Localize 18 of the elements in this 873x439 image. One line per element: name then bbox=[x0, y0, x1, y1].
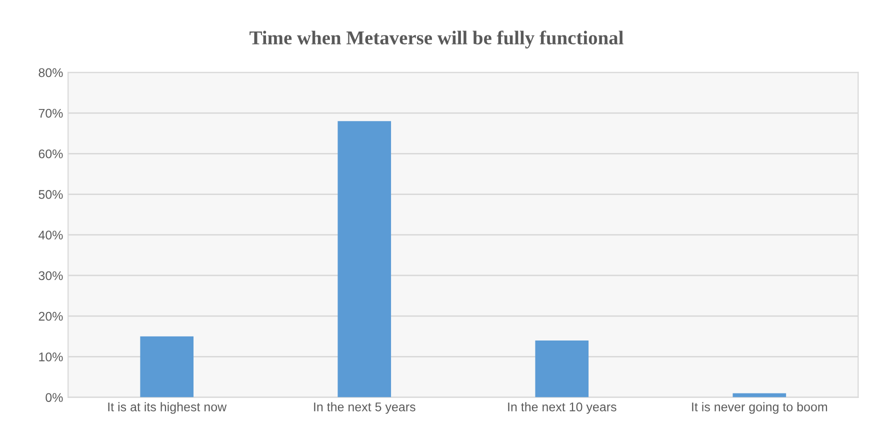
y-tick-label: 40% bbox=[38, 230, 63, 240]
x-tick-label: It is never going to boom bbox=[692, 402, 828, 414]
x-tick-label: In the next 5 years bbox=[314, 402, 416, 414]
y-tick-label: 30% bbox=[38, 271, 63, 280]
x-tick-label: In the next 10 years bbox=[508, 402, 616, 414]
y-tick-label: 10% bbox=[39, 352, 63, 362]
y-tick-label: 70% bbox=[38, 108, 63, 118]
y-tick-label: 80% bbox=[38, 68, 63, 78]
y-tick-label: 60% bbox=[38, 149, 63, 158]
bar bbox=[732, 393, 786, 398]
bar bbox=[535, 340, 589, 398]
bar bbox=[140, 336, 194, 398]
y-tick-label: 20% bbox=[38, 312, 63, 321]
bar bbox=[338, 121, 392, 398]
y-tick-label: 0% bbox=[46, 393, 63, 402]
x-tick-label: It is at its highest now bbox=[108, 402, 227, 414]
y-tick-label: 50% bbox=[38, 190, 63, 199]
chart-title: Time when Metaverse will be fully functional bbox=[250, 30, 624, 48]
